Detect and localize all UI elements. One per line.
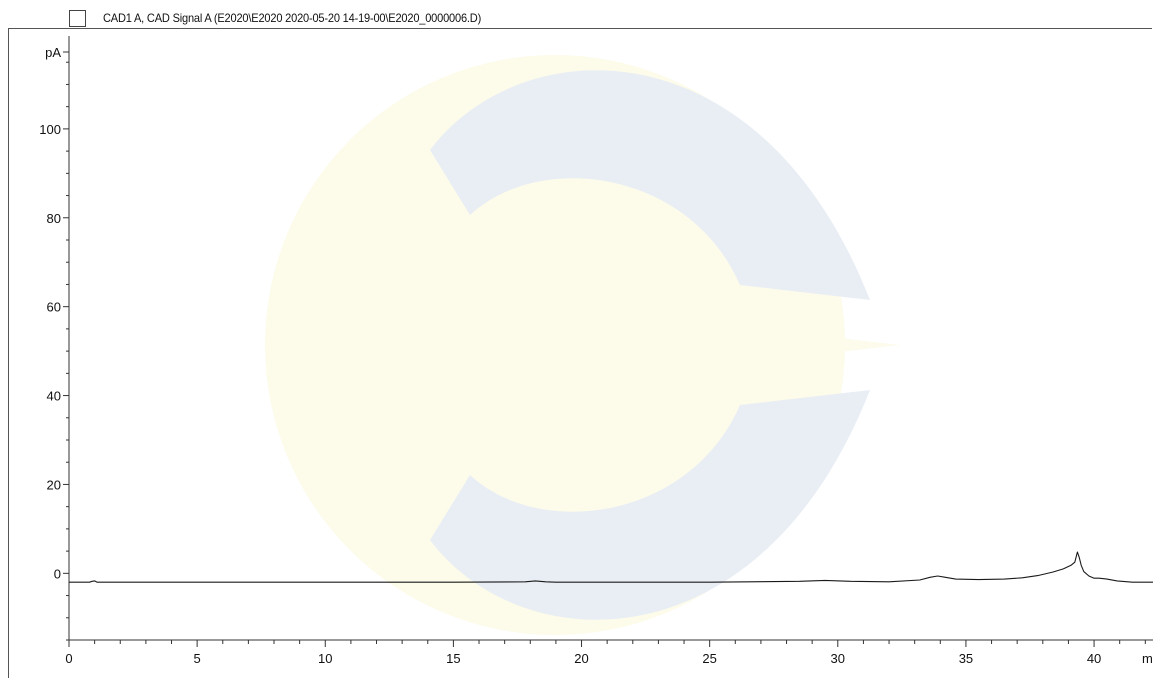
x-tick-label: 5 — [194, 651, 201, 666]
x-tick-label: 25 — [702, 651, 716, 666]
x-tick-label: 0 — [65, 651, 72, 666]
y-tick-label: 60 — [47, 300, 61, 315]
legend: CAD1 A, CAD Signal A (E2020\E2020 2020-0… — [69, 9, 514, 27]
plot-frame — [8, 28, 1152, 678]
x-axis-unit: min — [1142, 651, 1153, 666]
watermark-wedge — [470, 215, 900, 475]
series-line-0 — [69, 551, 1153, 583]
watermark-logo — [265, 55, 900, 635]
x-tick-label: 10 — [318, 651, 332, 666]
y-axis-unit: pA — [45, 45, 61, 60]
y-tick-label: 0 — [54, 566, 61, 581]
axes: 0 5 10 15 20 25 30 35 40 min 0 20 40 60 80 100 pA — [39, 36, 1153, 666]
trace-layer — [69, 551, 1153, 583]
x-tick-label: 30 — [831, 651, 845, 666]
x-tick-label: 20 — [574, 651, 588, 666]
y-tick-label: 20 — [47, 477, 61, 492]
x-tick-label: 35 — [959, 651, 973, 666]
watermark-blue-upper — [430, 70, 870, 300]
y-tick-label: 40 — [47, 389, 61, 404]
x-tick-label: 15 — [446, 651, 460, 666]
legend-label: CAD1 A, CAD Signal A (E2020\E2020 2020-0… — [103, 11, 482, 25]
y-tick-label: 100 — [39, 122, 61, 137]
legend-swatch[interactable] — [69, 9, 86, 27]
x-tick-label: 40 — [1087, 651, 1101, 666]
watermark-blue-lower — [430, 390, 870, 620]
y-tick-label: 80 — [47, 211, 61, 226]
